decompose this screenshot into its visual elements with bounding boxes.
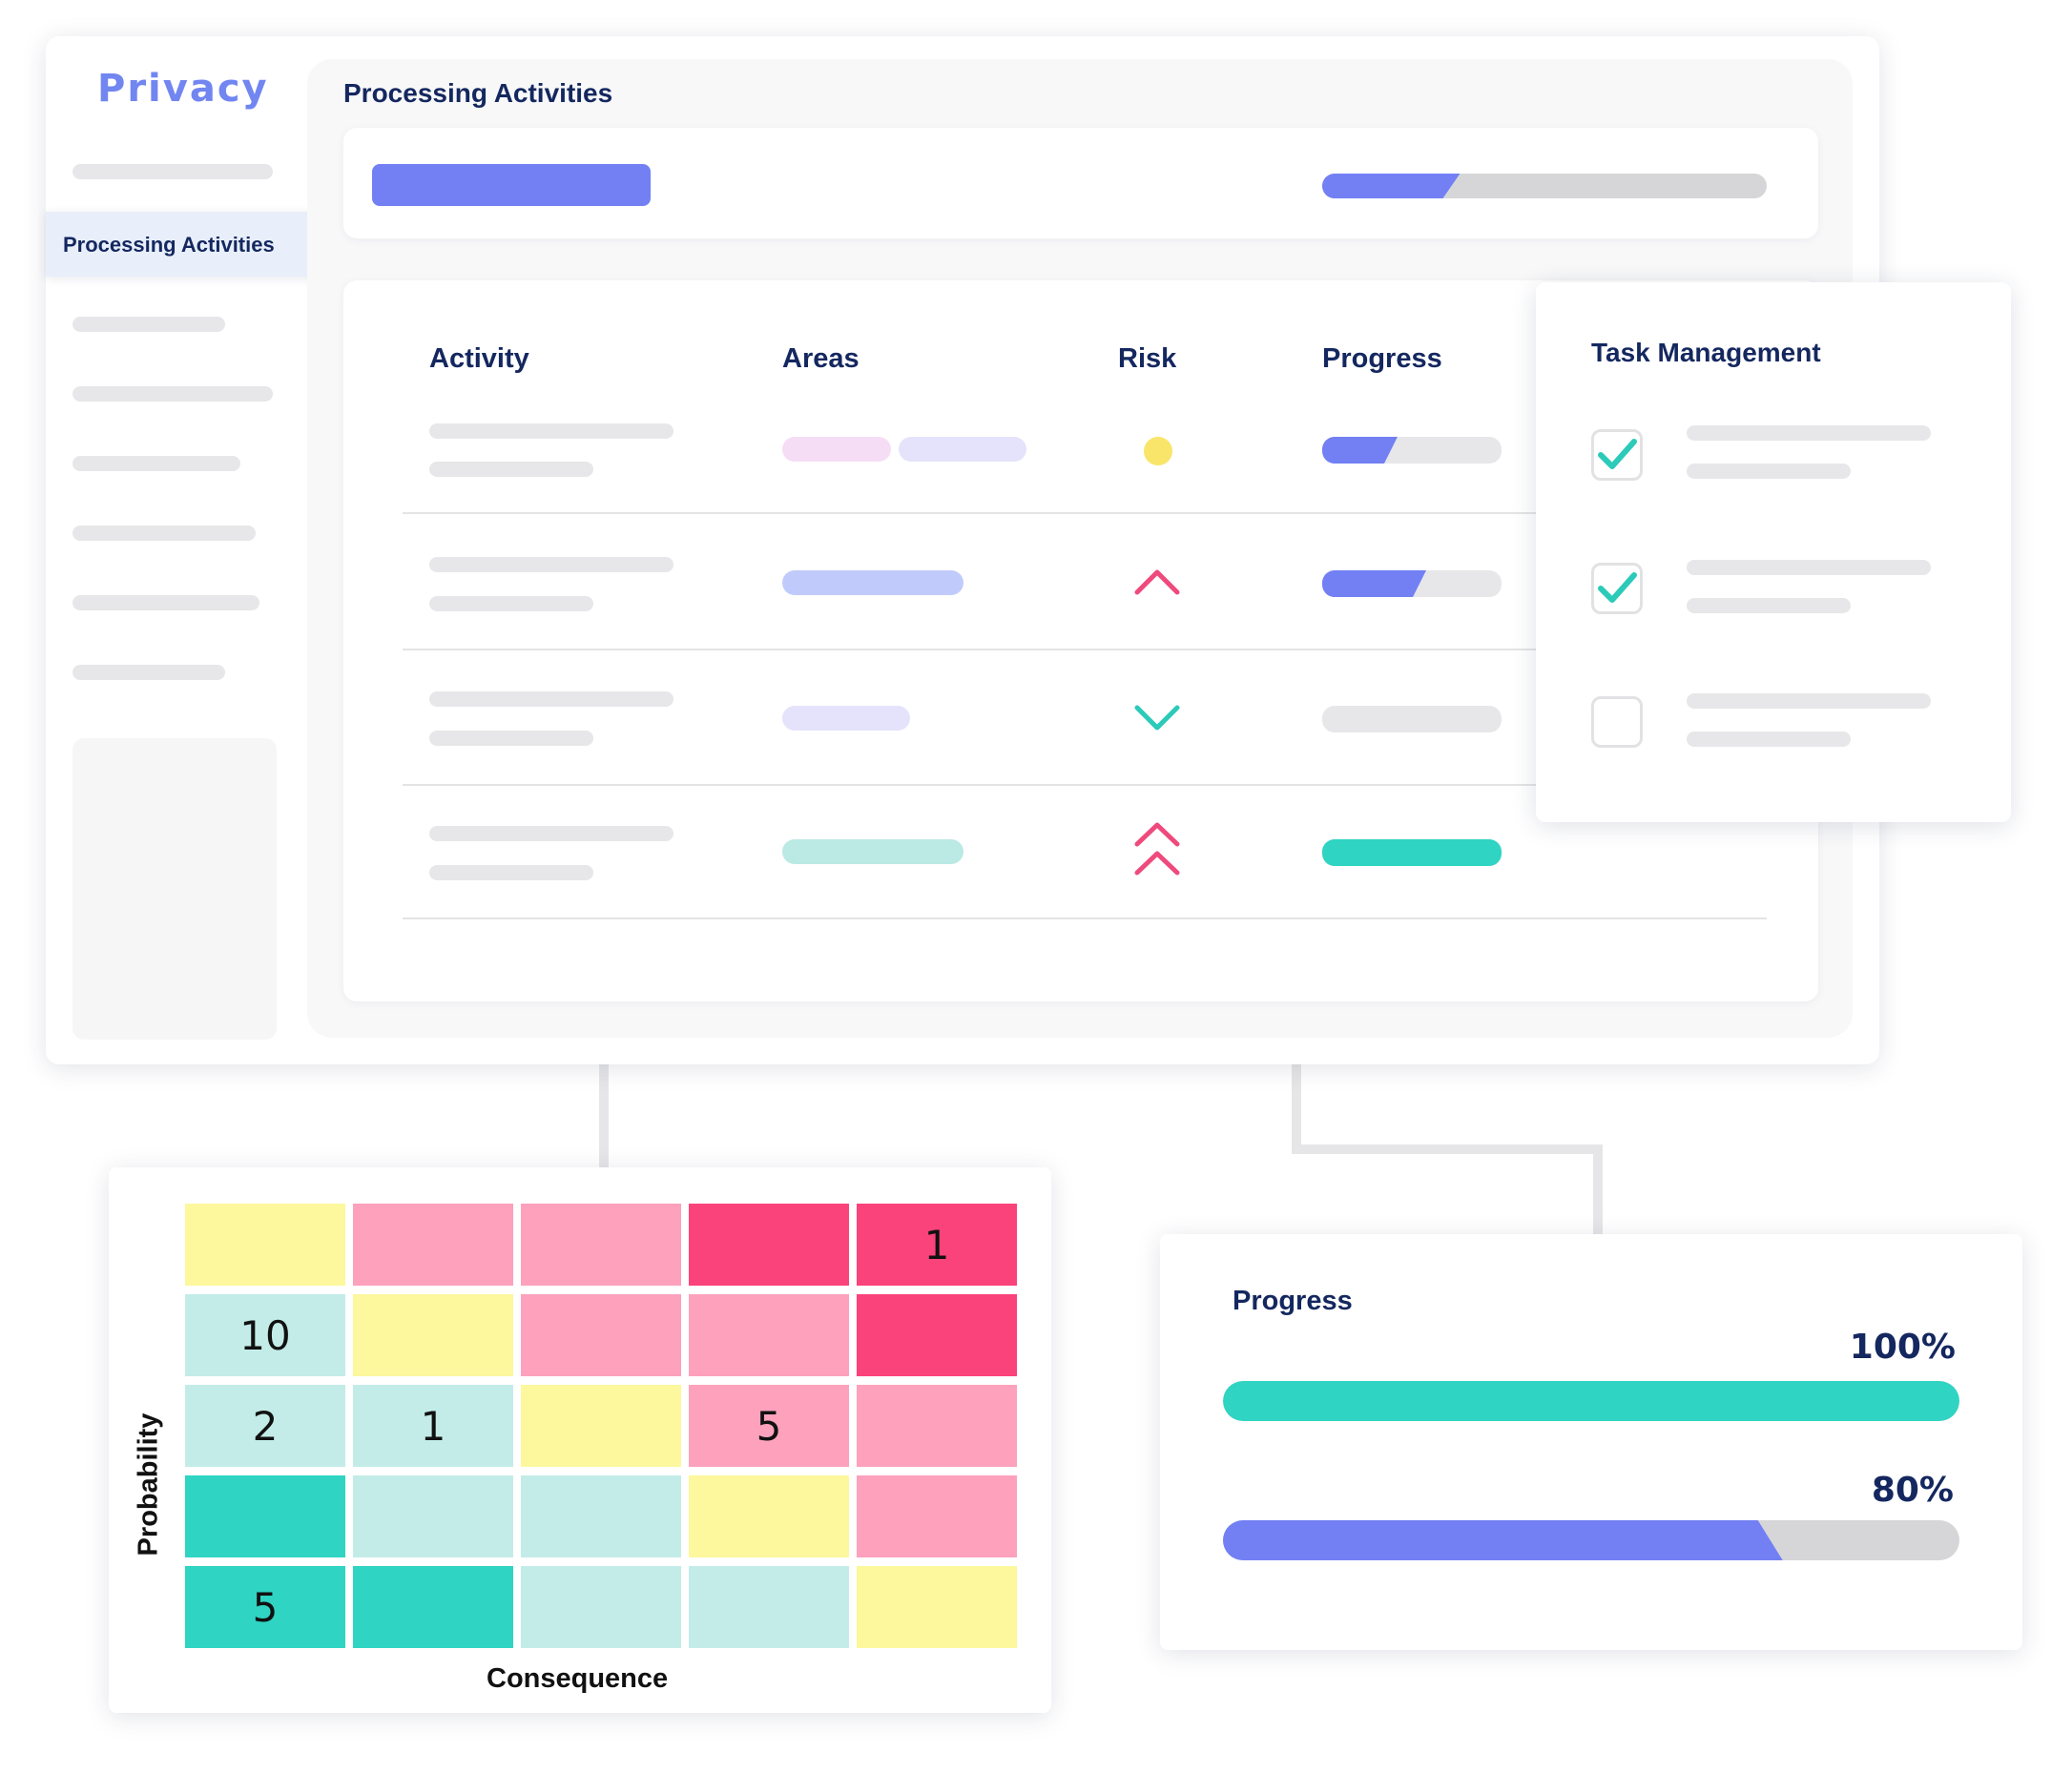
heatmap-cell[interactable] [185, 1204, 345, 1286]
sidebar-item-placeholder[interactable] [73, 456, 240, 471]
sidebar-item-placeholder[interactable] [73, 665, 225, 680]
chevron-up-icon [1134, 569, 1180, 595]
sidebar-item-processing-activities[interactable]: Processing Activities [46, 212, 322, 277]
heatmap-cell[interactable] [689, 1566, 849, 1648]
heatmap-cell[interactable] [185, 1475, 345, 1557]
double-chevron-up-icon [1134, 822, 1180, 876]
heatmap-cell[interactable] [857, 1294, 1017, 1376]
area-tag[interactable] [782, 570, 963, 595]
task-title-placeholder [1687, 425, 1931, 441]
checkmark-icon [1598, 439, 1637, 469]
heatmap-cell[interactable]: 5 [689, 1385, 849, 1467]
column-header-risk[interactable]: Risk [1118, 343, 1177, 374]
sidebar-item-placeholder[interactable] [73, 164, 273, 179]
dot-icon [1144, 437, 1172, 465]
row-divider [403, 512, 1767, 514]
sidebar-panel-placeholder [73, 738, 277, 1040]
task-desc-placeholder [1687, 732, 1851, 747]
activity-desc-placeholder [429, 731, 593, 746]
task-checkbox[interactable] [1591, 429, 1643, 481]
chevron-down-icon [1134, 705, 1180, 731]
task-title-placeholder [1687, 693, 1931, 709]
overall-progress-bar [1322, 174, 1767, 198]
activity-desc-placeholder [429, 462, 593, 477]
sidebar-item-placeholder[interactable] [73, 595, 259, 610]
overall-progress-fill [1322, 174, 1460, 198]
heatmap-cell[interactable]: 10 [185, 1294, 345, 1376]
heatmap-cell[interactable] [353, 1566, 513, 1648]
heatmap-cell[interactable]: 5 [185, 1566, 345, 1648]
row-divider [403, 917, 1767, 919]
progress-bar-fill [1223, 1381, 1959, 1421]
area-tag[interactable] [899, 437, 1026, 462]
area-tag[interactable] [782, 706, 910, 731]
heatmap-cell[interactable] [353, 1475, 513, 1557]
task-checkbox[interactable] [1591, 563, 1643, 614]
risk-heatmap-grid: 1 10 2 1 5 5 [185, 1204, 1025, 1656]
heatmap-cell[interactable] [521, 1204, 681, 1286]
task-checkbox[interactable] [1591, 696, 1643, 748]
progress-bar [1223, 1520, 1959, 1560]
progress-percent-label: 80% [1871, 1471, 1954, 1510]
connector-line [599, 1064, 609, 1171]
task-title-placeholder [1687, 560, 1931, 575]
heatmap-cell[interactable] [521, 1385, 681, 1467]
progress-bar-fill [1223, 1520, 1783, 1560]
activity-desc-placeholder [429, 865, 593, 880]
brand-logo: Privacy [97, 67, 269, 111]
row-progress-bar [1322, 706, 1502, 732]
connector-line [1593, 1144, 1603, 1236]
heatmap-cell[interactable] [353, 1204, 513, 1286]
heatmap-cell[interactable] [521, 1566, 681, 1648]
connector-line [1292, 1064, 1301, 1152]
column-header-progress[interactable]: Progress [1322, 343, 1442, 374]
heatmap-cell[interactable]: 1 [857, 1204, 1017, 1286]
activity-desc-placeholder [429, 596, 593, 611]
task-management-title: Task Management [1591, 338, 1821, 367]
row-progress-bar [1322, 437, 1502, 464]
row-progress-fill [1322, 570, 1426, 597]
heatmap-cell[interactable] [521, 1475, 681, 1557]
activity-name-placeholder [429, 691, 673, 707]
task-desc-placeholder [1687, 464, 1851, 479]
activity-name-placeholder [429, 423, 673, 439]
heatmap-cell[interactable] [521, 1294, 681, 1376]
row-progress-bar [1322, 570, 1502, 597]
heatmap-cell[interactable]: 2 [185, 1385, 345, 1467]
heatmap-cell[interactable] [857, 1385, 1017, 1467]
heatmap-x-axis-label: Consequence [487, 1663, 669, 1694]
row-progress-fill [1322, 437, 1398, 464]
heatmap-cell[interactable] [857, 1566, 1017, 1648]
progress-percent-label: 100% [1849, 1328, 1956, 1367]
primary-action-button[interactable] [372, 164, 651, 206]
activity-name-placeholder [429, 826, 673, 841]
column-header-areas[interactable]: Areas [782, 343, 860, 374]
connector-line [1292, 1144, 1603, 1154]
page-title: Processing Activities [343, 78, 613, 108]
area-tag[interactable] [782, 839, 963, 864]
heatmap-cell[interactable] [689, 1294, 849, 1376]
activity-name-placeholder [429, 557, 673, 572]
heatmap-y-axis-label: Probability [133, 1412, 164, 1557]
row-divider [403, 784, 1767, 786]
progress-card-title: Progress [1233, 1286, 1353, 1316]
progress-card [1160, 1234, 2022, 1650]
row-progress-fill [1322, 839, 1502, 866]
column-header-activity[interactable]: Activity [429, 343, 529, 374]
heatmap-cell[interactable] [689, 1204, 849, 1286]
row-divider [403, 649, 1767, 650]
progress-bar [1223, 1381, 1959, 1421]
heatmap-cell[interactable] [353, 1294, 513, 1376]
task-desc-placeholder [1687, 598, 1851, 613]
heatmap-cell[interactable] [689, 1475, 849, 1557]
sidebar-item-placeholder[interactable] [73, 526, 256, 541]
sidebar-item-placeholder[interactable] [73, 386, 273, 402]
sidebar-item-placeholder[interactable] [73, 317, 225, 332]
area-tag[interactable] [782, 437, 891, 462]
heatmap-cell[interactable]: 1 [353, 1385, 513, 1467]
row-progress-bar [1322, 839, 1502, 866]
heatmap-cell[interactable] [857, 1475, 1017, 1557]
checkmark-icon [1598, 572, 1637, 603]
